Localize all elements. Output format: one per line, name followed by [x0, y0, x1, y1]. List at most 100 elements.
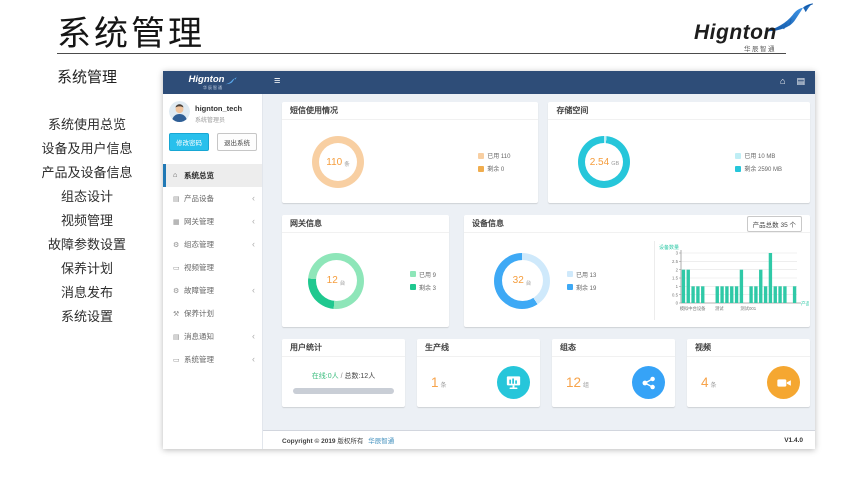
app-content: 短信使用情况 110 条 已用 110 剩余 0 存储空间: [263, 94, 815, 431]
svg-text:2: 2: [675, 267, 678, 272]
sms-donut-chart: 110 条: [312, 136, 364, 188]
svg-text:测试: 测试: [715, 305, 724, 312]
book-icon: ▤: [173, 333, 180, 341]
svg-text:0: 0: [675, 300, 678, 305]
outer-menu-item[interactable]: 系统使用总览: [47, 117, 126, 132]
sidebar-item-scada[interactable]: ⚙ 组态管理 ‹: [163, 233, 262, 256]
sidebar-item-label: 产品设备: [184, 194, 214, 203]
legend-item: 已用 13: [567, 270, 596, 279]
logout-button[interactable]: 退出系统: [217, 133, 257, 151]
legend-swatch: [478, 165, 485, 172]
gateway-count: 12: [326, 275, 338, 286]
svg-text:设备数量: 设备数量: [659, 244, 679, 251]
legend-item: 剩余 2590 MB: [735, 164, 782, 173]
home-icon: ⌂: [173, 172, 178, 179]
user-name: hignton_tech: [195, 104, 243, 113]
file-icon[interactable]: ▤: [796, 76, 805, 86]
legend-swatch: [735, 152, 742, 159]
svg-text:1.5: 1.5: [672, 275, 679, 280]
separator: /: [338, 373, 345, 380]
card-user-stats: 用户统计 在线:0人 / 总数:12人: [282, 339, 405, 407]
storage-unit: GB: [611, 161, 620, 167]
legend-item: 剩余 19: [567, 283, 596, 292]
sidebar-item-gateways[interactable]: ▦ 网关管理 ‹: [163, 210, 262, 233]
card-title: 网关信息: [290, 219, 322, 228]
sidebar-item-overview[interactable]: ⌂ 系统总览: [163, 164, 262, 187]
sidebar-item-faults[interactable]: ⚙ 故障管理 ‹: [163, 279, 262, 302]
sidebar-item-video[interactable]: ▭ 视频管理: [163, 256, 262, 279]
gears-icon: ⚙: [173, 287, 180, 295]
video-camera-icon: [767, 366, 800, 399]
legend-swatch: [409, 271, 416, 277]
storage-value: 2.54: [589, 156, 610, 168]
outer-menu-item[interactable]: 产品及设备信息: [41, 165, 133, 180]
sms-unit: 条: [344, 162, 350, 168]
menu-toggle-icon[interactable]: ≡: [274, 75, 281, 87]
chevron-left-icon: ‹: [252, 354, 255, 364]
outer-menu-item[interactable]: 组态设计: [60, 189, 113, 204]
storage-donut-chart: 2.54 GB: [578, 136, 631, 188]
legend-swatch: [735, 165, 742, 172]
scada-unit: 组: [583, 383, 590, 389]
svg-text:0.5: 0.5: [672, 292, 679, 297]
outer-menu-item[interactable]: 保养计划: [60, 261, 113, 276]
sidebar-item-messages[interactable]: ▤ 消息通知 ‹: [163, 325, 262, 348]
outer-menu-item[interactable]: 消息发布: [60, 285, 113, 300]
sms-count: 110: [326, 156, 343, 168]
legend-swatch: [409, 284, 416, 290]
app-sidebar: hignton_tech 系统管理员 修改密码 退出系统 ⌂ 系统总览 ▤ 产品设备 ‹…: [163, 94, 263, 449]
chevron-left-icon: ‹: [252, 193, 255, 203]
sidebar-item-label: 网关管理: [184, 217, 214, 226]
product-total-badge[interactable]: 产品总数 35 个: [746, 215, 802, 232]
sidebar-item-products[interactable]: ▤ 产品设备 ‹: [163, 187, 262, 210]
wrench-icon: ⚒: [173, 310, 180, 318]
outer-menu-item[interactable]: 系统设置: [60, 309, 113, 324]
brand-tagline: 华辰智通: [744, 46, 776, 53]
card-sms-usage: 短信使用情况 110 条 已用 110 剩余 0: [282, 102, 539, 203]
chevron-left-icon: ‹: [252, 285, 255, 295]
card-title: 组态: [560, 343, 576, 352]
copyright-rest: 版权所有: [337, 438, 364, 445]
legend-item: 已用 10 MB: [735, 151, 782, 160]
outer-menu-item[interactable]: 设备及用户信息: [41, 141, 133, 156]
gateway-unit: 台: [339, 280, 346, 287]
sidebar-item-label: 组态管理: [184, 240, 214, 249]
device-bar-chart: 设备数量 0 0.5 1 1.5 2 2.5 3 模拟中台设备 测试 测试001 产品: [655, 241, 810, 321]
avatar: [169, 101, 190, 122]
device-unit: 台: [525, 280, 532, 287]
book-icon: ▤: [173, 195, 180, 203]
home-icon[interactable]: ⌂: [780, 76, 786, 86]
antelope-logo-small-icon: [225, 77, 238, 84]
sidebar-item-system[interactable]: ▭ 系统管理 ‹: [163, 348, 262, 371]
sidebar-item-label: 视频管理: [184, 263, 214, 272]
sidebar-item-label: 系统总览: [184, 171, 214, 180]
svg-text:模拟中台设备: 模拟中台设备: [679, 305, 705, 312]
legend-swatch: [567, 284, 573, 290]
dashboard-app: Hignton 华辰智通 ≡ ⌂ ▤: [163, 71, 815, 449]
outer-menu-item[interactable]: 故障参数设置: [47, 237, 126, 252]
card-title: 视频: [695, 343, 711, 352]
change-password-button[interactable]: 修改密码: [169, 133, 209, 151]
version-label: V1.4.0: [784, 436, 803, 444]
sidebar-menu: ⌂ 系统总览 ▤ 产品设备 ‹ ▦ 网关管理 ‹ ⚙ 组态管理 ‹ ▭ 视频管理 ⚙ 故障管理 ‹ ⚒ 保养计划 ▤…: [163, 164, 262, 371]
online-progress-bar: [293, 388, 394, 394]
gateway-donut-chart: 12 台: [308, 252, 364, 309]
outer-menu-item[interactable]: 视频管理: [60, 213, 113, 228]
line-unit: 条: [440, 383, 447, 389]
production-chart-icon: [497, 366, 530, 399]
sidebar-item-label: 保养计划: [184, 309, 214, 318]
sidebar-item-label: 消息通知: [184, 332, 214, 341]
line-count: 1: [431, 375, 439, 390]
company-link[interactable]: 华辰智通: [368, 438, 395, 445]
scada-count: 12: [566, 375, 582, 390]
card-title: 用户统计: [290, 343, 322, 352]
card-device-info: 设备信息 产品总数 35 个 32 台 已用 13 剩余 19: [464, 215, 810, 327]
sidebar-item-label: 系统管理: [184, 355, 214, 364]
antelope-logo-icon: [764, 3, 813, 32]
storage-legend: 已用 10 MB 剩余 2590 MB: [735, 151, 782, 173]
card-title: 存储空间: [556, 106, 589, 115]
sidebar-item-maintenance[interactable]: ⚒ 保养计划: [163, 302, 262, 325]
brand-name: Hignton: [694, 21, 777, 44]
app-logo[interactable]: Hignton 华辰智通: [163, 71, 263, 94]
